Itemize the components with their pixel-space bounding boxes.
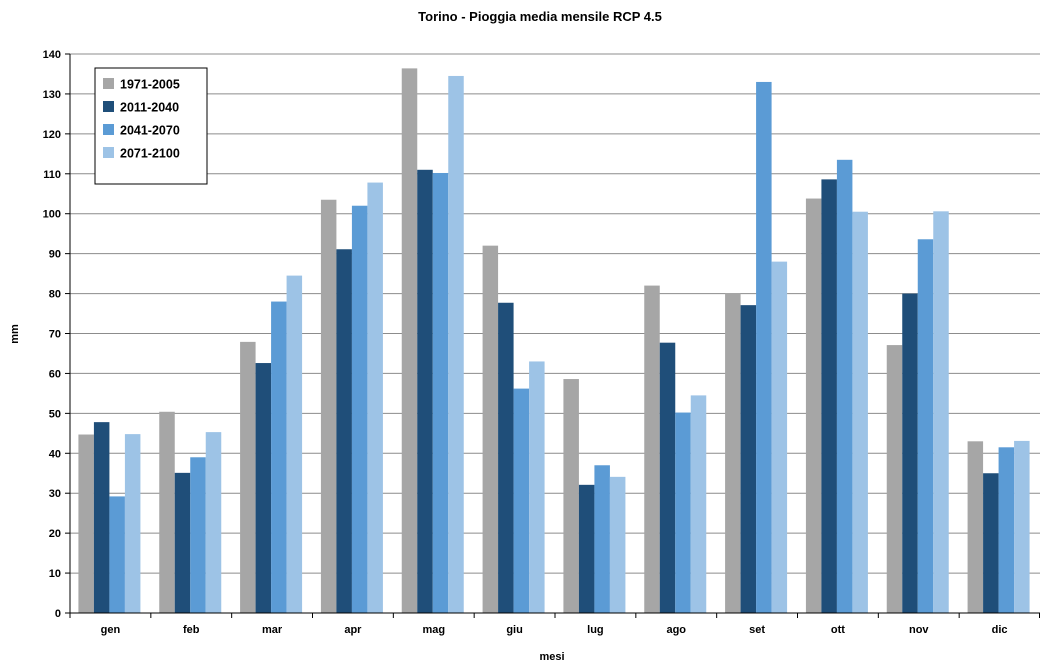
y-tick-label: 110 <box>43 169 61 181</box>
y-tick-label: 70 <box>49 329 61 341</box>
x-tick-label: set <box>749 624 765 636</box>
bar-ott-2011-2040 <box>821 179 837 613</box>
y-tick-label: 50 <box>49 408 61 420</box>
bar-nov-1971-2005 <box>886 345 903 613</box>
gridlines <box>70 53 1040 574</box>
bar-set-2071-2100 <box>771 261 788 613</box>
legend-label-2011-2040: 2011-2040 <box>120 101 179 115</box>
bar-apr-2011-2040 <box>336 249 352 613</box>
x-tick-label: dic <box>992 624 1008 636</box>
bar-feb-2041-2070 <box>190 457 206 613</box>
y-tick-label: 40 <box>49 448 61 460</box>
x-tick-label: mag <box>422 624 445 636</box>
y-tick-label: 120 <box>43 129 61 141</box>
x-tick-label: mar <box>262 624 283 636</box>
y-tick-label: 140 <box>43 49 61 61</box>
y-tick-label: 0 <box>55 608 61 620</box>
y-axis-label: mm <box>9 324 21 344</box>
bar-lug-2071-2100 <box>609 476 626 613</box>
bar-mar-2011-2040 <box>255 363 272 613</box>
x-axis-label: mesi <box>539 651 564 663</box>
bars <box>78 68 1030 614</box>
legend-swatch-2011-2040 <box>103 101 114 112</box>
legend: 1971-2005 2011-2040 2041-2070 2071-2100 <box>94 67 208 185</box>
bar-ott-1971-2005 <box>805 198 822 613</box>
legend-swatch-2041-2070 <box>103 124 114 135</box>
bar-mag-2071-2100 <box>448 75 464 614</box>
chart-title: Torino - Pioggia media mensile RCP 4.5 <box>418 9 662 24</box>
bar-ott-2041-2070 <box>836 159 853 613</box>
bar-giu-2041-2070 <box>513 388 530 613</box>
bar-giu-1971-2005 <box>482 245 499 613</box>
bar-set-2041-2070 <box>756 81 772 613</box>
bar-giu-2071-2100 <box>529 361 545 613</box>
y-tick-label: 20 <box>49 528 61 540</box>
bar-gen-2041-2070 <box>109 496 125 613</box>
bar-mag-2041-2070 <box>432 172 449 614</box>
y-tick-label: 90 <box>49 249 61 261</box>
legend-label-1971-2005: 1971-2005 <box>120 78 180 92</box>
bar-nov-2011-2040 <box>902 293 918 613</box>
bar-gen-2071-2100 <box>124 434 141 613</box>
bar-ott-2071-2100 <box>852 211 868 614</box>
x-tick-label: lug <box>587 624 604 636</box>
x-tick-label: ago <box>666 624 686 636</box>
x-tick-label: ott <box>831 624 845 636</box>
y-tick-label: 80 <box>49 289 61 301</box>
bar-ago-2041-2070 <box>675 412 691 613</box>
bar-apr-2071-2100 <box>367 182 383 613</box>
bar-set-2011-2040 <box>740 305 757 613</box>
bar-nov-2041-2070 <box>917 239 934 614</box>
bar-feb-1971-2005 <box>159 411 175 613</box>
bar-mag-1971-2005 <box>401 68 418 614</box>
y-tick-label: 60 <box>49 368 61 380</box>
legend-swatch-2071-2100 <box>103 147 114 158</box>
y-tick-label: 30 <box>49 488 61 500</box>
bar-dic-2041-2070 <box>998 447 1015 613</box>
axes: 0 10 20 30 40 50 60 70 80 90 100 110 120 130 140 gen feb… <box>43 49 1040 636</box>
bar-ago-2011-2040 <box>659 342 676 613</box>
y-tick-label: 130 <box>43 89 61 101</box>
x-tick-label: feb <box>183 624 200 636</box>
bar-dic-1971-2005 <box>967 441 984 613</box>
x-tick-label: apr <box>344 624 362 636</box>
bar-lug-2011-2040 <box>578 484 595 613</box>
bar-feb-2071-2100 <box>205 432 222 613</box>
bar-apr-1971-2005 <box>320 199 337 613</box>
bar-ago-1971-2005 <box>644 285 660 613</box>
x-tick-label: giu <box>506 624 523 636</box>
y-tick-label: 100 <box>43 209 61 221</box>
legend-label-2071-2100: 2071-2100 <box>120 147 180 161</box>
bar-nov-2071-2100 <box>933 211 949 613</box>
bar-gen-2011-2040 <box>93 422 110 613</box>
bar-dic-2071-2100 <box>1014 440 1030 613</box>
bar-dic-2011-2040 <box>983 473 999 613</box>
x-tick-label: nov <box>909 624 929 636</box>
bar-gen-1971-2005 <box>78 434 94 613</box>
bar-mar-2041-2070 <box>271 301 287 613</box>
bar-mag-2011-2040 <box>417 169 433 614</box>
y-tick-label: 10 <box>49 568 61 580</box>
bar-set-1971-2005 <box>725 293 741 613</box>
bar-lug-2041-2070 <box>594 465 610 613</box>
bar-lug-1971-2005 <box>563 379 579 613</box>
bar-mar-1971-2005 <box>240 341 256 613</box>
bar-mar-2071-2100 <box>286 275 303 613</box>
bar-giu-2011-2040 <box>498 302 514 613</box>
legend-label-2041-2070: 2041-2070 <box>120 124 180 138</box>
legend-swatch-1971-2005 <box>103 78 114 89</box>
x-tick-label: gen <box>101 624 121 636</box>
bar-feb-2011-2040 <box>174 472 191 613</box>
bar-ago-2071-2100 <box>690 395 707 613</box>
bar-apr-2041-2070 <box>351 205 368 613</box>
